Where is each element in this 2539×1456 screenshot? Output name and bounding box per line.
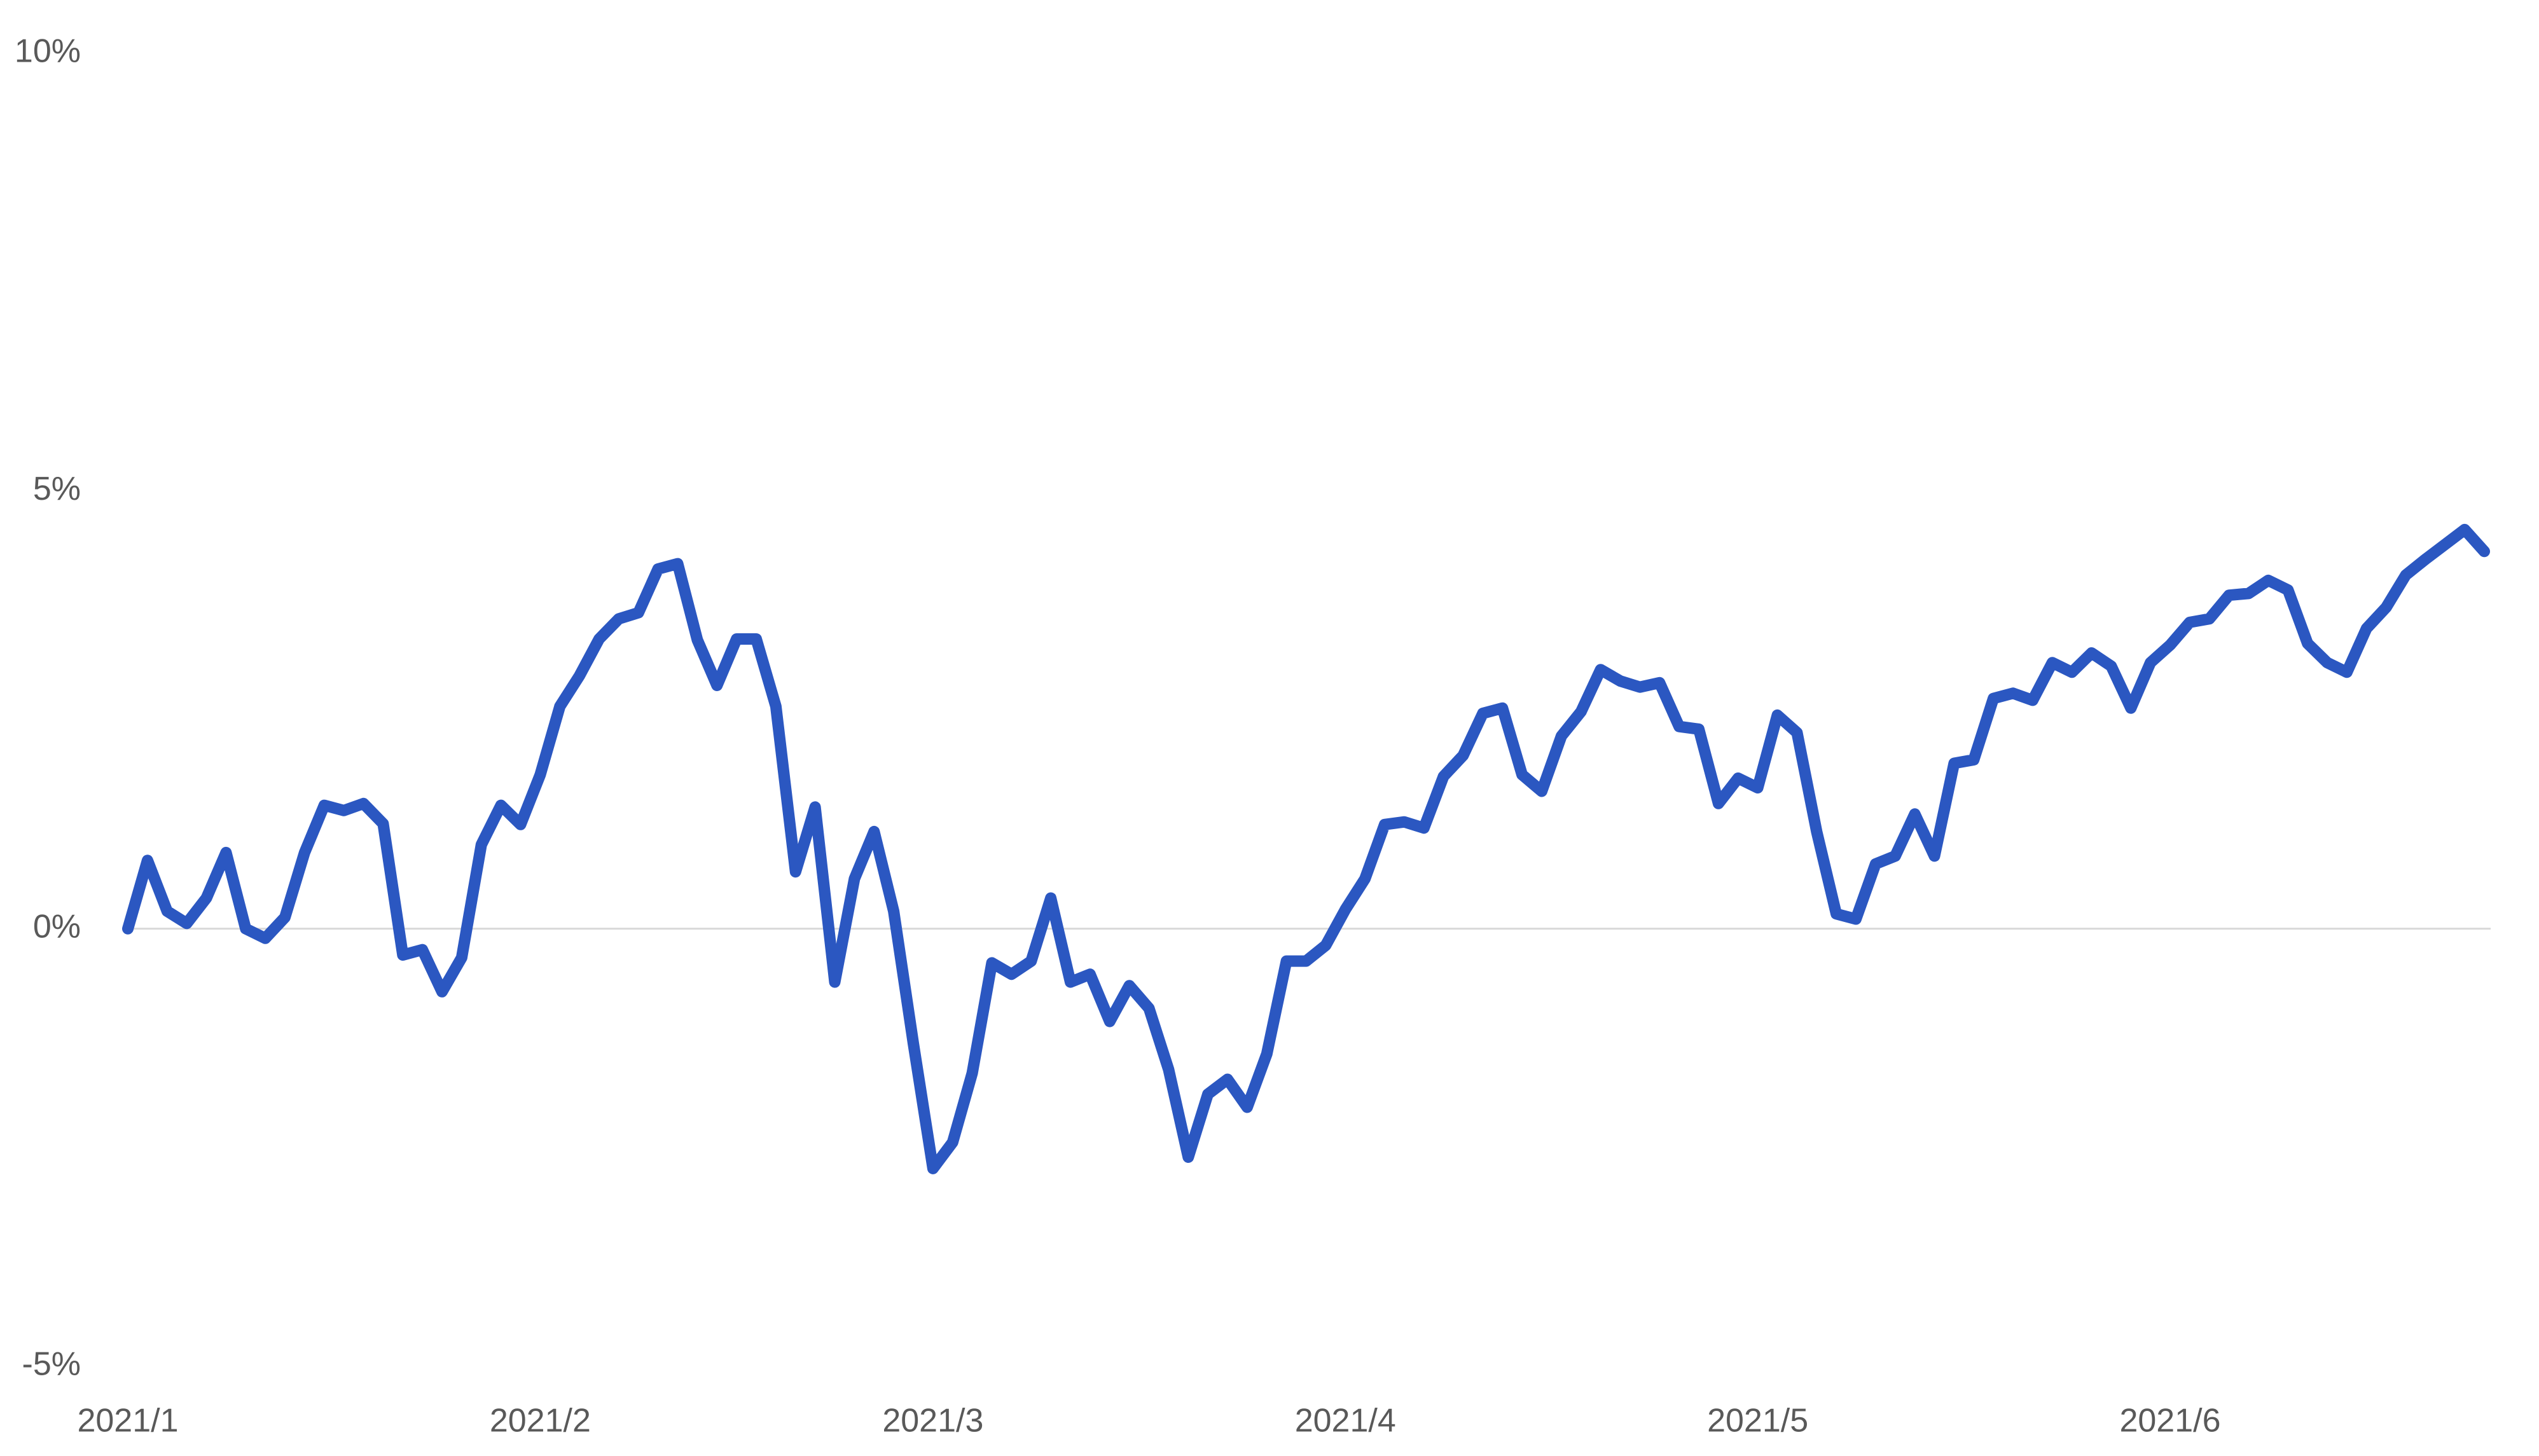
x-tick-label: 2021/1 xyxy=(77,1403,178,1439)
x-tick-label: 2021/5 xyxy=(1707,1403,1808,1439)
x-tick-label: 2021/6 xyxy=(2119,1403,2220,1439)
y-tick-label: 10% xyxy=(15,33,81,70)
x-tick-label: 2021/4 xyxy=(1295,1403,1396,1439)
line xyxy=(122,523,2490,1174)
x-tick-label: 2021/3 xyxy=(882,1403,983,1439)
y-tick-label: -5% xyxy=(22,1346,81,1383)
x-tick-label: 2021/2 xyxy=(490,1403,591,1439)
y-tick-label: 5% xyxy=(33,470,81,507)
y-tick-label: 0% xyxy=(33,908,81,945)
